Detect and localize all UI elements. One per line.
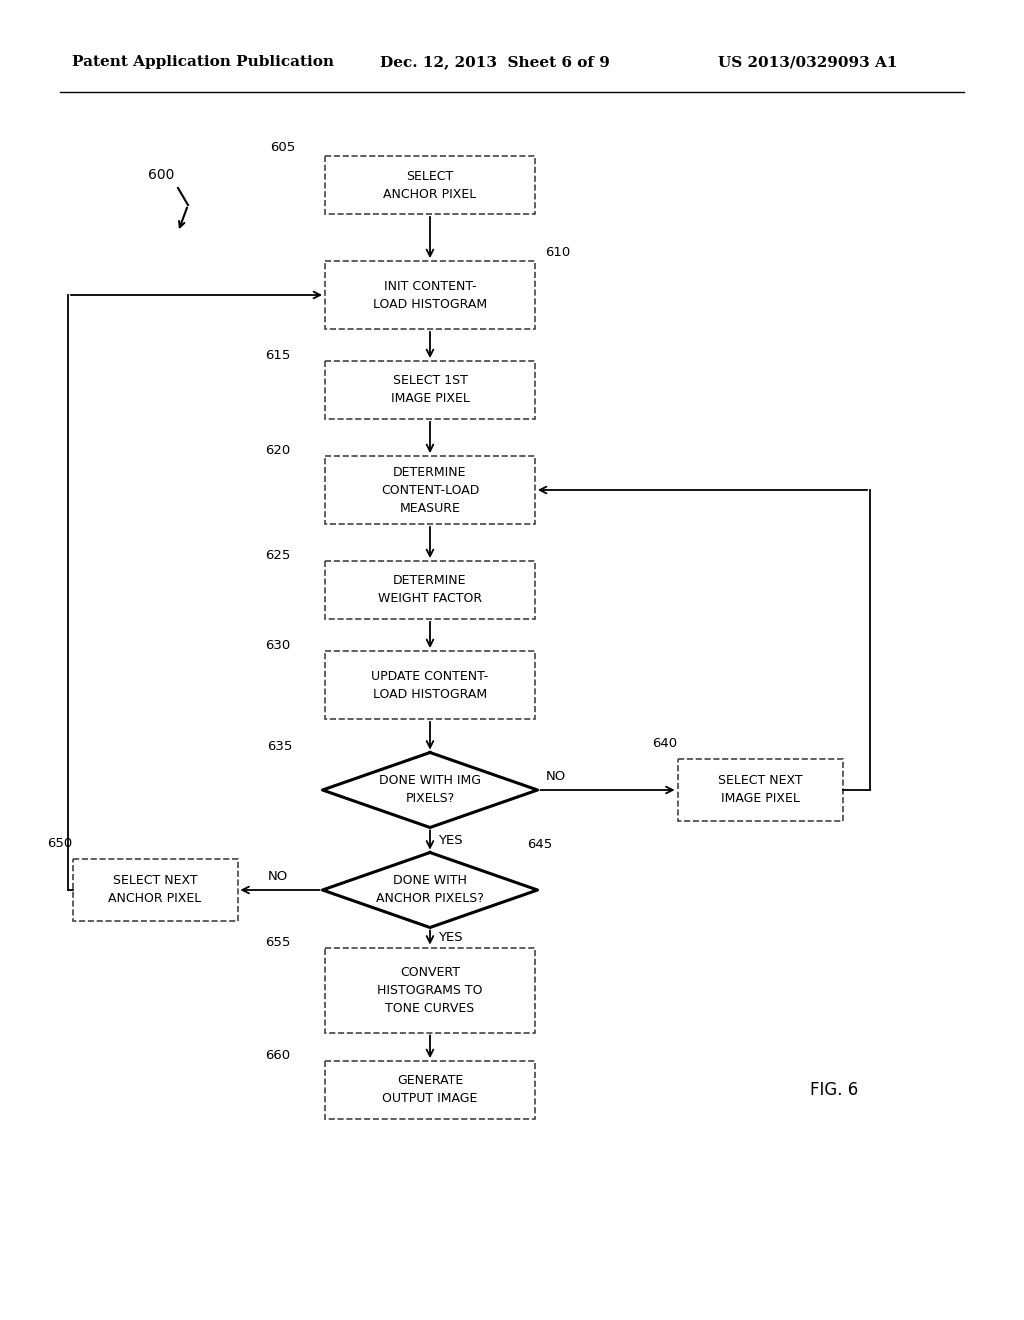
Text: DETERMINE
CONTENT-LOAD
MEASURE: DETERMINE CONTENT-LOAD MEASURE [381, 466, 479, 515]
Text: DETERMINE
WEIGHT FACTOR: DETERMINE WEIGHT FACTOR [378, 574, 482, 606]
Text: SELECT 1ST
IMAGE PIXEL: SELECT 1ST IMAGE PIXEL [390, 375, 469, 405]
Text: UPDATE CONTENT-
LOAD HISTOGRAM: UPDATE CONTENT- LOAD HISTOGRAM [372, 669, 488, 701]
Bar [325, 156, 535, 214]
Text: 615: 615 [265, 348, 291, 362]
Text: SELECT NEXT
ANCHOR PIXEL: SELECT NEXT ANCHOR PIXEL [109, 874, 202, 906]
Polygon shape [323, 752, 538, 828]
Text: SELECT NEXT
IMAGE PIXEL: SELECT NEXT IMAGE PIXEL [718, 775, 803, 805]
Text: 635: 635 [267, 741, 293, 754]
Polygon shape [323, 853, 538, 928]
Text: 630: 630 [265, 639, 290, 652]
Text: SELECT
ANCHOR PIXEL: SELECT ANCHOR PIXEL [383, 169, 476, 201]
Text: 620: 620 [265, 444, 290, 457]
Text: NO: NO [267, 870, 288, 883]
Text: 640: 640 [652, 737, 678, 750]
Text: GENERATE
OUTPUT IMAGE: GENERATE OUTPUT IMAGE [382, 1074, 477, 1106]
Bar [325, 360, 535, 418]
Text: DONE WITH
ANCHOR PIXELS?: DONE WITH ANCHOR PIXELS? [376, 874, 484, 906]
Text: DONE WITH IMG
PIXELS?: DONE WITH IMG PIXELS? [379, 775, 481, 805]
Bar [73, 859, 238, 921]
Text: FIG. 6: FIG. 6 [810, 1081, 858, 1100]
Text: Dec. 12, 2013  Sheet 6 of 9: Dec. 12, 2013 Sheet 6 of 9 [380, 55, 610, 69]
Text: 655: 655 [265, 936, 291, 949]
Text: CONVERT
HISTOGRAMS TO
TONE CURVES: CONVERT HISTOGRAMS TO TONE CURVES [377, 965, 482, 1015]
Text: 650: 650 [47, 837, 73, 850]
Text: 600: 600 [148, 168, 174, 182]
Text: US 2013/0329093 A1: US 2013/0329093 A1 [718, 55, 897, 69]
Bar [325, 455, 535, 524]
Bar [325, 651, 535, 719]
Text: YES: YES [438, 833, 463, 846]
Text: NO: NO [546, 770, 565, 783]
Text: 610: 610 [545, 246, 570, 259]
Bar [325, 261, 535, 329]
Bar [325, 1061, 535, 1119]
Text: 660: 660 [265, 1049, 290, 1063]
Text: 625: 625 [265, 549, 291, 562]
Text: Patent Application Publication: Patent Application Publication [72, 55, 334, 69]
Bar [325, 561, 535, 619]
Text: 605: 605 [270, 141, 295, 154]
Bar [678, 759, 843, 821]
Text: INIT CONTENT-
LOAD HISTOGRAM: INIT CONTENT- LOAD HISTOGRAM [373, 280, 487, 310]
Bar [325, 948, 535, 1032]
Text: 645: 645 [527, 837, 553, 850]
Text: YES: YES [438, 931, 463, 944]
